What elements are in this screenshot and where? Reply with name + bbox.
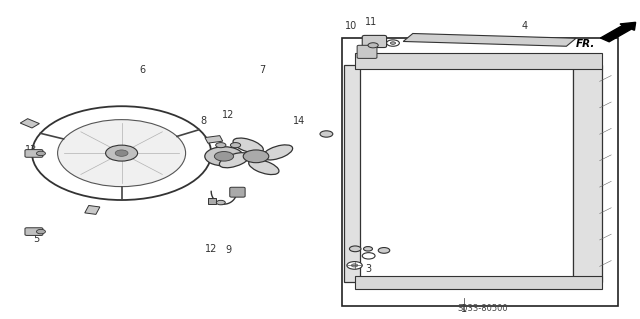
Circle shape [214,152,234,161]
Circle shape [230,143,241,148]
Circle shape [347,262,362,269]
Circle shape [205,147,243,166]
Text: 14: 14 [293,116,306,126]
Bar [355,53,602,69]
Circle shape [349,246,361,252]
Text: 3: 3 [365,263,371,274]
Text: FR.: FR. [576,39,595,49]
Circle shape [115,150,128,156]
Circle shape [362,253,375,259]
Text: 7: 7 [259,65,266,75]
Text: 2: 2 [348,272,354,283]
Text: 11: 11 [365,17,378,27]
FancyBboxPatch shape [25,150,43,157]
Ellipse shape [233,138,263,153]
Circle shape [368,43,378,48]
Circle shape [36,229,45,234]
Bar [573,65,602,282]
Text: 6: 6 [139,65,145,75]
Ellipse shape [249,160,279,174]
Circle shape [378,248,390,253]
Circle shape [106,145,138,161]
Bar [208,198,216,204]
Bar [344,65,360,282]
Circle shape [351,264,358,267]
Ellipse shape [32,106,211,200]
Ellipse shape [220,153,250,168]
Bar [342,38,618,306]
Text: 10: 10 [344,20,357,31]
Circle shape [364,247,372,251]
Polygon shape [403,33,576,46]
Bar [20,119,40,128]
Text: 8: 8 [200,116,207,126]
Circle shape [387,40,399,46]
FancyBboxPatch shape [357,45,377,58]
Circle shape [216,200,225,205]
Circle shape [320,131,333,137]
Text: 13: 13 [24,145,37,155]
Text: 1: 1 [461,304,467,315]
FancyArrow shape [600,22,636,42]
Bar [205,136,223,143]
Circle shape [243,150,269,163]
Text: 5: 5 [33,234,40,244]
Ellipse shape [262,145,292,160]
Text: 12: 12 [205,244,218,254]
Ellipse shape [58,120,186,187]
Circle shape [36,151,45,156]
Circle shape [390,42,396,44]
Bar [84,205,100,214]
Text: 9: 9 [225,245,232,256]
Text: 4: 4 [522,20,528,31]
Bar [355,276,602,289]
Text: 12: 12 [222,110,235,120]
FancyBboxPatch shape [230,187,245,197]
FancyBboxPatch shape [362,35,387,48]
Text: S033-80500: S033-80500 [458,304,509,313]
Circle shape [216,143,226,148]
FancyBboxPatch shape [25,228,43,235]
